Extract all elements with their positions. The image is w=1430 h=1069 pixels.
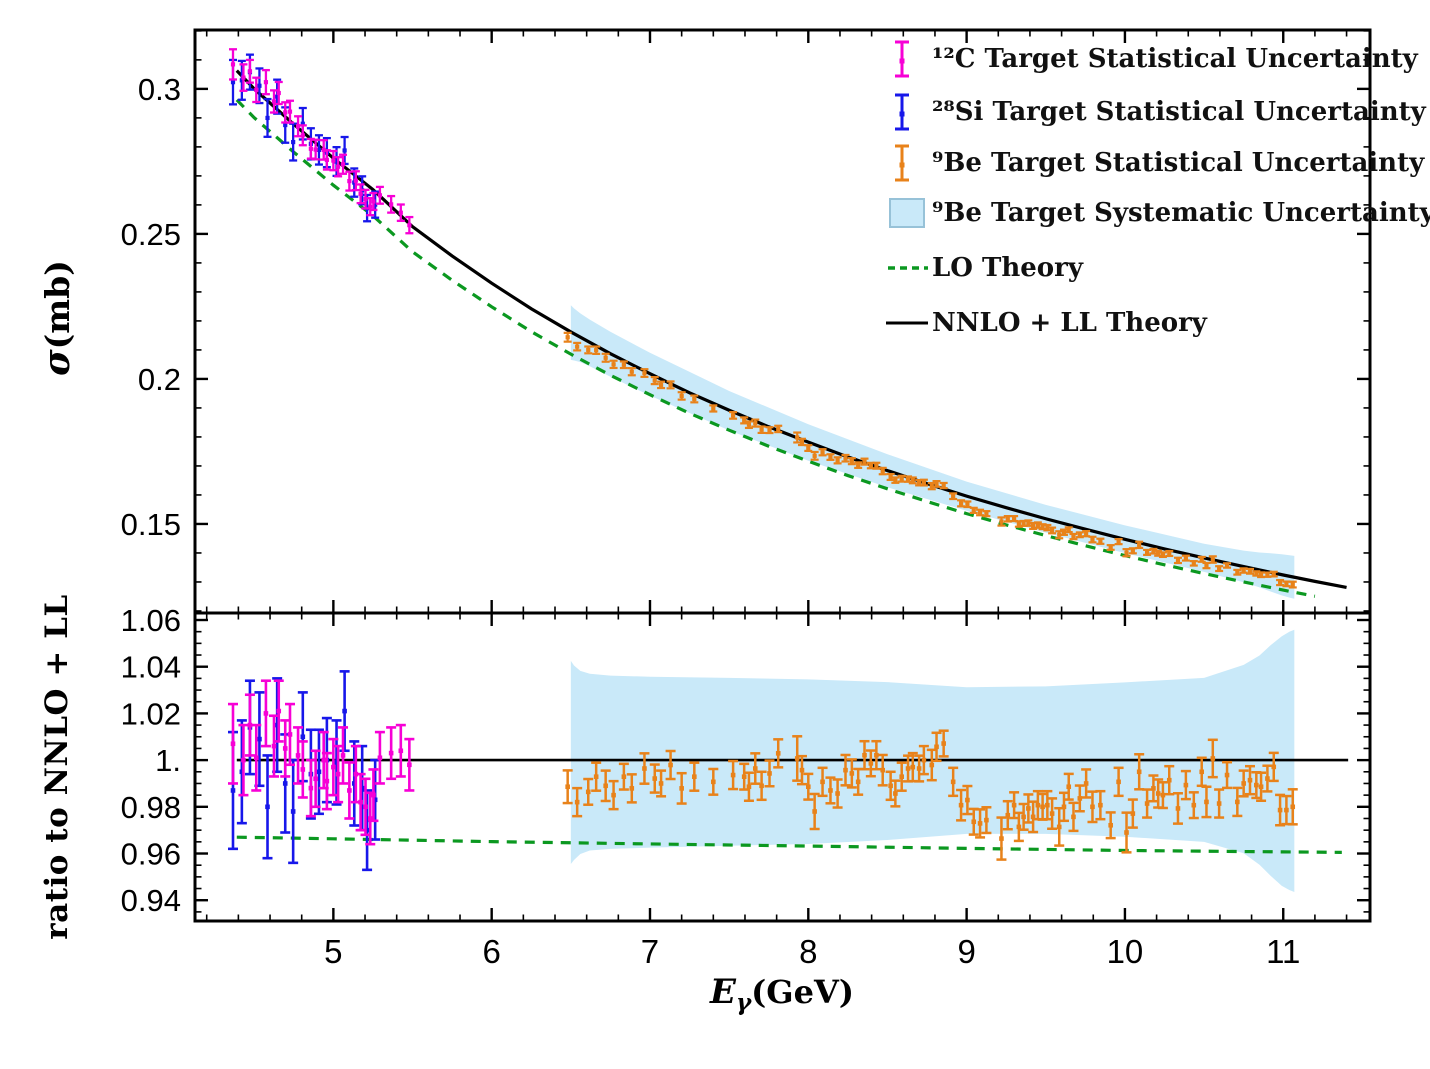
tick-label: 10 <box>1107 933 1144 970</box>
be9-series <box>562 331 1298 861</box>
c12-errorbar-marker-icon <box>884 39 930 79</box>
legend-item-lo-theory: LO Theory <box>884 248 1083 288</box>
c12-series <box>227 48 415 846</box>
tick-label: 5 <box>324 933 342 970</box>
tick-label: 11 <box>1266 933 1300 970</box>
tick-label: 0.98 <box>121 790 181 825</box>
solid-line-marker-icon <box>884 303 930 343</box>
lo-ratio-curve <box>236 835 1342 854</box>
tick-label: 7 <box>641 933 659 970</box>
tick-label: 1.06 <box>121 603 181 638</box>
legend-item-nnlo-theory: NNLO + LL Theory <box>884 303 1207 343</box>
tick-label: 1.04 <box>121 650 181 685</box>
tick-label: 0.25 <box>121 217 181 252</box>
legend-label: ⁹Be Target Statistical Uncertainty <box>932 148 1425 178</box>
bottom-y-axis-label: ratio to NNLO + LL <box>39 594 75 940</box>
legend-item-be9-syst: ⁹Be Target Systematic Uncertainty <box>884 193 1430 233</box>
tick-label: 9 <box>957 933 975 970</box>
legend-item-be9-stat: ⁹Be Target Statistical Uncertainty <box>884 143 1424 183</box>
top-y-axis-label: σ(mb) <box>36 260 78 376</box>
x-label-subscript: γ <box>735 989 752 1016</box>
x-axis-label: Eγ(GeV) <box>710 972 854 1016</box>
x-label-unit: (GeV) <box>751 973 854 1011</box>
tick-label: 6 <box>482 933 500 970</box>
be9-errorbar-marker-icon <box>884 143 930 183</box>
si28-errorbar-marker-icon <box>884 92 930 132</box>
x-label-symbol: E <box>710 972 736 1012</box>
legend-item-c12-stat: ¹²C Target Statistical Uncertainty <box>884 39 1418 79</box>
legend-label: ²⁸Si Target Statistical Uncertainty <box>932 97 1426 127</box>
legend: ¹²C Target Statistical Uncertainty ²⁸Si … <box>884 30 1430 350</box>
sigma-unit: (mb) <box>38 260 77 350</box>
tick-label: 0.94 <box>121 883 181 918</box>
panel-frames-and-ticks <box>193 28 1372 923</box>
tick-label: 0.2 <box>138 362 181 397</box>
tick-label: 8 <box>799 933 817 970</box>
legend-label: ¹²C Target Statistical Uncertainty <box>932 44 1418 74</box>
sigma-symbol: σ <box>36 349 78 376</box>
tick-labels: 0.15 0.2 0.25 0.3 0.94 0.96 0.98 1. 1.02 1.04 1.06… <box>121 72 1301 970</box>
legend-label: NNLO + LL Theory <box>932 308 1207 338</box>
band-swatch-icon <box>884 193 930 233</box>
legend-label: LO Theory <box>932 253 1083 283</box>
dashed-line-marker-icon <box>884 248 930 288</box>
legend-item-si28-stat: ²⁸Si Target Statistical Uncertainty <box>884 92 1426 132</box>
legend-label: ⁹Be Target Systematic Uncertainty <box>932 198 1430 228</box>
tick-label: 1.02 <box>121 696 181 731</box>
lo-curve-top <box>235 98 1316 598</box>
tick-label: 0.15 <box>121 507 181 542</box>
tick-label: 0.96 <box>121 837 181 872</box>
tick-label: 0.3 <box>138 72 181 107</box>
tick-label: 1. <box>155 743 181 778</box>
